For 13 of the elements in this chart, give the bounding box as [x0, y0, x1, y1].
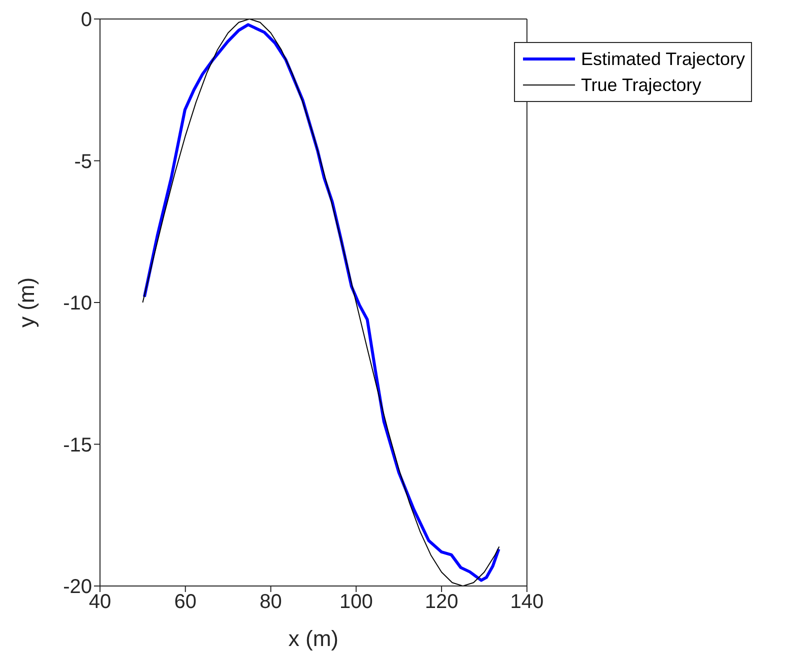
- legend-label: True Trajectory: [580, 74, 702, 96]
- y-tick-label: 0: [80, 9, 92, 32]
- y-axis-title: y (m): [14, 277, 39, 328]
- x-tick-label: 100: [339, 591, 373, 614]
- x-tick-label: 80: [260, 591, 282, 614]
- x-axis-title: x (m): [288, 626, 339, 651]
- y-tick-label: -10: [63, 292, 92, 315]
- x-tick-label: 60: [174, 591, 197, 614]
- legend-label: Estimated Trajectory: [580, 48, 745, 70]
- x-tick-label: 120: [424, 591, 458, 614]
- y-tick-label: -5: [74, 150, 92, 173]
- x-tick-label: 140: [510, 591, 544, 614]
- y-tick-label: -15: [63, 434, 92, 456]
